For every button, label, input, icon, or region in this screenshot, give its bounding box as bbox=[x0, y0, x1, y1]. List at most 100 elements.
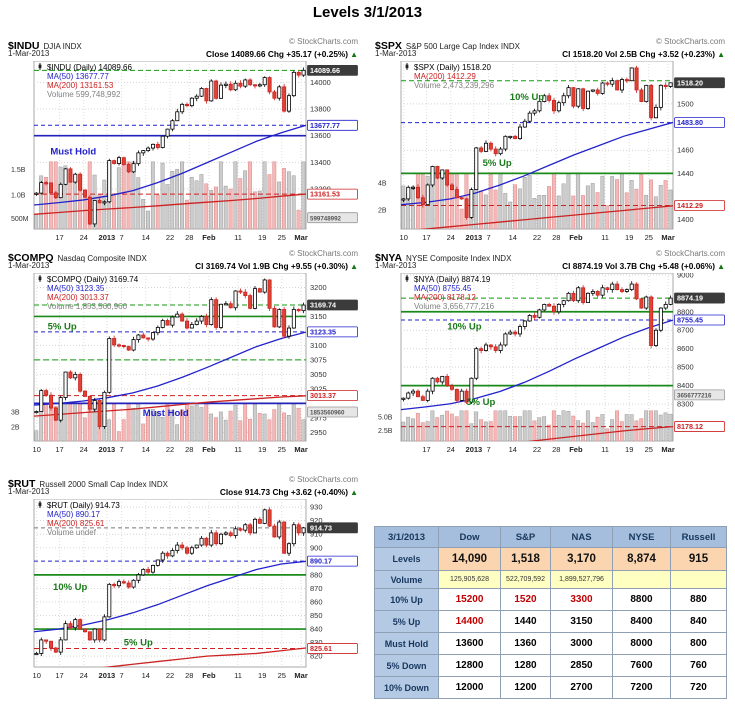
price-badge bbox=[307, 119, 358, 131]
table-header-cell: NAS bbox=[550, 526, 613, 548]
legend-entry: MA(50) 890.17 bbox=[47, 510, 100, 519]
copyright-label: © StockCharts.com bbox=[655, 37, 725, 46]
chart-quote-row: 1-Mar-2013 Cl 8874.19 Vol 3.7B Chg +5.48 … bbox=[375, 261, 727, 273]
price-badge bbox=[674, 77, 725, 89]
gridlines bbox=[34, 499, 306, 667]
level-annotation: 10% Up bbox=[510, 92, 545, 103]
x-axis-label: 19 bbox=[258, 445, 266, 454]
y-axis-tick: 8400 bbox=[677, 381, 694, 390]
y-axis-tick: 13400 bbox=[310, 158, 331, 167]
x-axis-label: 2013 bbox=[466, 445, 483, 454]
ma200-line bbox=[34, 193, 306, 215]
table-row-10-up: 10% Up 15200 1520 3300 8800 880 bbox=[374, 588, 727, 611]
x-axis-label: 22 bbox=[533, 233, 541, 242]
levels-table: 3/1/2013 Dow S&P NAS NYSE Russell Levels 14,090… bbox=[374, 526, 727, 699]
price-badge-label: 3169.74 bbox=[310, 301, 336, 310]
x-axis-label: 22 bbox=[533, 445, 541, 454]
x-axis-label: 14 bbox=[509, 445, 517, 454]
x-axis-label: 19 bbox=[258, 671, 266, 680]
table-cell: 840 bbox=[670, 610, 727, 633]
row-label: Levels bbox=[374, 547, 439, 571]
x-axis-label: 7 bbox=[119, 233, 123, 242]
candlestick-icon bbox=[38, 276, 42, 281]
price-badge bbox=[674, 200, 725, 211]
table-cell: 14400 bbox=[438, 610, 501, 633]
y-axis-tick: 13800 bbox=[310, 105, 331, 114]
x-axis-label: 14 bbox=[142, 445, 150, 454]
level-annotation: 5% Up bbox=[483, 158, 512, 169]
price-badge bbox=[307, 188, 358, 200]
table-cell: 2850 bbox=[550, 654, 613, 677]
table-cell: 1520 bbox=[500, 588, 551, 611]
chart-quote-row: 1-Mar-2013 Cl 1518.20 Vol 2.5B Chg +3.52 … bbox=[375, 49, 727, 61]
quote-text: Close 14089.66 Chg +35.17 (+0.25%) bbox=[206, 49, 349, 59]
quote-text: Cl 8874.19 Vol 3.7B Chg +5.48 (+0.06%) bbox=[562, 261, 716, 271]
table-row-volume: Volume 125,905,628 522,709,592 1,899,527,79… bbox=[374, 570, 727, 589]
x-axis-label: 28 bbox=[185, 445, 193, 454]
level-annotation: 5% Up bbox=[124, 638, 153, 649]
legend-entry: Volume 3,656,777,216 bbox=[414, 302, 495, 311]
quote-summary: Cl 8874.19 Vol 3.7B Chg +5.48 (+0.06%) ▲ bbox=[562, 261, 725, 271]
y-axis-tick: 8300 bbox=[677, 400, 694, 409]
quote-text: Cl 1518.20 Vol 2.5B Chg +3.52 (+0.23%) bbox=[562, 49, 716, 59]
chart-header: $SPX S&P 500 Large Cap Index INDX © StockC… bbox=[375, 36, 727, 52]
y-axis-tick: 3050 bbox=[310, 370, 327, 379]
candlestick-icon bbox=[405, 64, 409, 69]
price-badge-label: 3123.35 bbox=[310, 327, 336, 336]
table-cell: 760 bbox=[670, 654, 727, 677]
table-cell: 8,874 bbox=[612, 547, 671, 571]
candles bbox=[401, 65, 673, 220]
x-axis-label: 25 bbox=[278, 671, 286, 680]
index-description: DJIA INDX bbox=[43, 42, 82, 51]
x-axis-label: 22 bbox=[166, 233, 174, 242]
y-axis-tick: 9000 bbox=[677, 273, 694, 279]
y-axis-tick: 880 bbox=[310, 570, 323, 579]
legend-entry: Volume 599,748,992 bbox=[47, 90, 121, 99]
copyright-label: © StockCharts.com bbox=[288, 249, 358, 258]
x-axis-label: 17 bbox=[55, 671, 63, 680]
price-badge bbox=[307, 299, 358, 311]
price-badge-label: 599748992 bbox=[310, 215, 342, 222]
y-axis-tick: 920 bbox=[310, 516, 323, 525]
y-axis-tick: 1400 bbox=[677, 215, 694, 224]
y-axis-tick: 8500 bbox=[677, 363, 694, 372]
price-badge bbox=[307, 555, 358, 567]
y-axis-tick: 860 bbox=[310, 597, 323, 606]
chart-header: $NYA NYSE Composite Index INDX © StockChar… bbox=[375, 248, 727, 264]
price-badge-label: 8755.45 bbox=[677, 316, 703, 325]
y-axis-tick: 1460 bbox=[677, 146, 694, 155]
x-axis-label: 25 bbox=[278, 445, 286, 454]
chart-quote-row: 1-Mar-2013 Close 914.73 Chg +3.62 (+0.40%… bbox=[8, 487, 360, 499]
volume-axis-tick: 3B bbox=[11, 409, 20, 416]
y-axis-tick: 3150 bbox=[310, 312, 327, 321]
x-axis-label: Feb bbox=[202, 233, 216, 242]
table-cell bbox=[670, 570, 727, 589]
row-label: 10% Up bbox=[374, 588, 439, 611]
price-badge-label: 13677.77 bbox=[310, 121, 340, 130]
y-axis-tick: 8800 bbox=[677, 307, 694, 316]
level-lines bbox=[34, 304, 306, 405]
level-annotation: 10% Up bbox=[447, 322, 482, 333]
x-axis-label: Mar bbox=[294, 233, 307, 242]
x-axis-label: 7 bbox=[486, 445, 490, 454]
price-badge bbox=[307, 212, 358, 224]
x-axis-label: 10 bbox=[400, 233, 408, 242]
x-axis-label: 10 bbox=[33, 445, 41, 454]
quote-text: Cl 3169.74 Vol 1.9B Chg +9.55 (+0.30%) bbox=[195, 261, 349, 271]
table-header-row: 3/1/2013 Dow S&P NAS NYSE Russell bbox=[374, 526, 727, 548]
x-axis-label: Feb bbox=[569, 233, 583, 242]
candlestick-icon bbox=[38, 64, 42, 69]
legend-entry: Volume 2,473,239,296 bbox=[414, 81, 495, 90]
table-row-5-down: 5% Down 12800 1280 2850 7600 760 bbox=[374, 654, 727, 677]
table-row-must-hold: Must Hold 13600 1360 3000 8000 800 bbox=[374, 632, 727, 655]
table-cell: 915 bbox=[670, 547, 727, 571]
index-description: NYSE Composite Index INDX bbox=[406, 254, 512, 263]
x-axis-label: 24 bbox=[447, 445, 455, 454]
x-axis-label: 11 bbox=[234, 445, 242, 454]
y-axis-tick: 930 bbox=[310, 503, 323, 512]
chart-date: 1-Mar-2013 bbox=[375, 49, 417, 58]
